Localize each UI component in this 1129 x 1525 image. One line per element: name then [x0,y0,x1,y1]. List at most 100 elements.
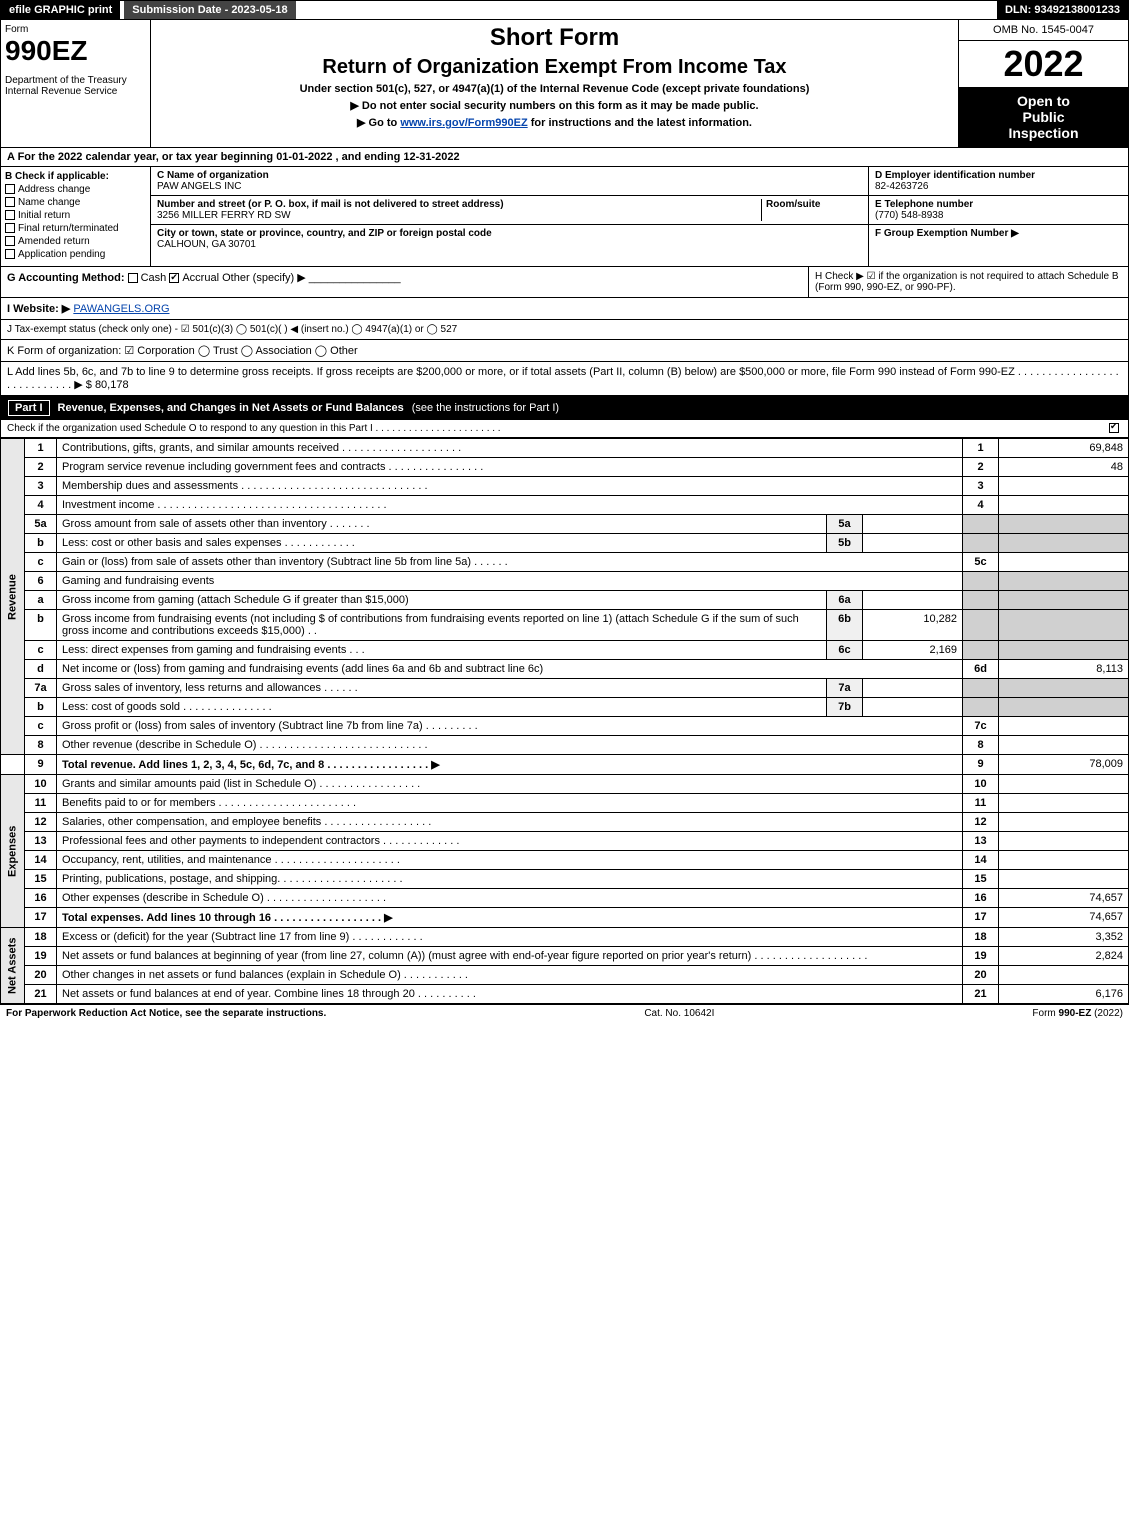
section-g: G Accounting Method: Cash Accrual Other … [1,267,808,297]
sub-box: 6a [827,591,863,610]
b-opt-3: Final return/terminated [5,223,146,234]
b-header: B Check if applicable: [5,171,146,182]
footer: For Paperwork Reduction Act Notice, see … [0,1004,1129,1022]
line-desc: Printing, publications, postage, and shi… [57,870,963,889]
line-box: 9 [963,755,999,775]
ssn-note: ▶ Do not enter social security numbers o… [159,99,950,112]
line-num: 1 [25,439,57,458]
line-desc: Less: cost or other basis and sales expe… [57,534,827,553]
website-link[interactable]: PAWANGELS.ORG [73,303,169,315]
checkbox-icon[interactable] [128,273,138,283]
line-num: 15 [25,870,57,889]
checkbox-icon[interactable] [5,210,15,220]
header-mid: Short Form Return of Organization Exempt… [151,20,958,147]
line-desc: Other expenses (describe in Schedule O) … [57,889,963,908]
irs-link[interactable]: www.irs.gov/Form990EZ [400,117,527,129]
f-label: F Group Exemption Number ▶ [875,228,1122,239]
f-group: F Group Exemption Number ▶ [869,225,1128,242]
grey-cell [963,698,999,717]
i-label: I Website: ▶ [7,303,70,315]
line-desc: Excess or (deficit) for the year (Subtra… [57,928,963,947]
line-box: 2 [963,458,999,477]
line-box: 7c [963,717,999,736]
checkbox-icon[interactable] [5,236,15,246]
l-value: $ 80,178 [86,379,129,391]
checkbox-icon[interactable] [5,197,15,207]
line-desc: Less: direct expenses from gaming and fu… [57,641,827,660]
grey-cell [963,591,999,610]
line-desc: Less: cost of goods sold . . . . . . . .… [57,698,827,717]
line-desc: Other changes in net assets or fund bala… [57,966,963,985]
line-box: 21 [963,985,999,1004]
line-num: b [25,610,57,641]
c-name-label: C Name of organization [157,170,862,181]
line-desc: Gaming and fundraising events [57,572,963,591]
section-g-h: G Accounting Method: Cash Accrual Other … [0,267,1129,298]
open-line1: Open to [965,93,1122,109]
g-label: G Accounting Method: [7,272,125,284]
sub-val [863,534,963,553]
checkbox-icon[interactable] [169,273,179,283]
footer-catno: Cat. No. 10642I [644,1008,714,1019]
line-box: 19 [963,947,999,966]
line-num: 21 [25,985,57,1004]
section-k: K Form of organization: ☑ Corporation ◯ … [0,340,1129,362]
d-ein: D Employer identification number 82-4263… [869,167,1128,196]
line-box: 20 [963,966,999,985]
checkbox-icon[interactable] [5,184,15,194]
line-val [999,813,1129,832]
line-desc: Occupancy, rent, utilities, and maintena… [57,851,963,870]
sub-box: 5b [827,534,863,553]
section-def: D Employer identification number 82-4263… [868,167,1128,266]
line-val: 48 [999,458,1129,477]
org-name: PAW ANGELS INC [157,181,862,192]
line-desc: Membership dues and assessments . . . . … [57,477,963,496]
line-box: 14 [963,851,999,870]
check-o-text: Check if the organization used Schedule … [7,423,501,434]
line-num: c [25,641,57,660]
line-desc: Gross sales of inventory, less returns a… [57,679,827,698]
line-num: 20 [25,966,57,985]
line-num: 6 [25,572,57,591]
line-desc: Contributions, gifts, grants, and simila… [57,439,963,458]
line-box: 3 [963,477,999,496]
line-val: 6,176 [999,985,1129,1004]
grey-cell [999,572,1129,591]
line-a: A For the 2022 calendar year, or tax yea… [0,148,1129,167]
b-opt-2: Initial return [5,210,146,221]
line-box: 8 [963,736,999,755]
grey-cell [999,698,1129,717]
under-section: Under section 501(c), 527, or 4947(a)(1)… [159,83,950,95]
grey-cell [963,534,999,553]
line-num: 9 [25,755,57,775]
grey-cell [963,610,999,641]
checkbox-icon[interactable] [5,249,15,259]
grey-cell [963,679,999,698]
g-accrual: Accrual [182,272,219,284]
line-val: 8,113 [999,660,1129,679]
spacer [1,755,25,775]
line-box: 12 [963,813,999,832]
line-desc: Gross income from fundraising events (no… [57,610,827,641]
line-val [999,736,1129,755]
line-desc: Gain or (loss) from sale of assets other… [57,553,963,572]
sub-box: 7b [827,698,863,717]
line-box: 11 [963,794,999,813]
line-num: 14 [25,851,57,870]
line-desc: Total revenue. Add lines 1, 2, 3, 4, 5c,… [57,755,963,775]
checkbox-icon[interactable] [5,223,15,233]
grey-cell [999,534,1129,553]
check-schedule-o: Check if the organization used Schedule … [0,420,1129,438]
l-text: L Add lines 5b, 6c, and 7b to line 9 to … [7,366,1119,391]
line-box: 1 [963,439,999,458]
sub-box: 6b [827,610,863,641]
sub-val: 10,282 [863,610,963,641]
line-desc: Gross profit or (loss) from sales of inv… [57,717,963,736]
net-assets-side-label: Net Assets [1,928,25,1004]
checkbox-icon[interactable] [1109,423,1119,433]
line-desc: Salaries, other compensation, and employ… [57,813,963,832]
line-desc: Benefits paid to or for members . . . . … [57,794,963,813]
g-cash: Cash [141,272,167,284]
line-desc: Other revenue (describe in Schedule O) .… [57,736,963,755]
lines-table: Revenue 1 Contributions, gifts, grants, … [0,438,1129,1004]
